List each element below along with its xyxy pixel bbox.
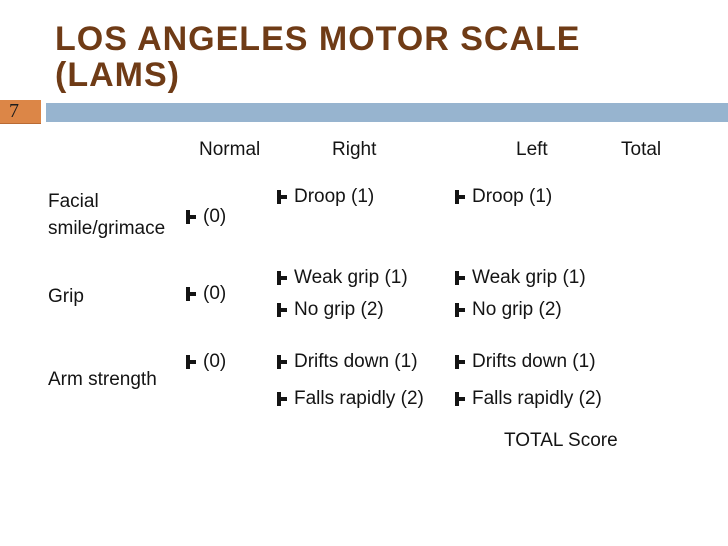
checkbox-tack-icon [277, 303, 287, 317]
row-label-arm-strength: Arm strength [48, 369, 157, 390]
option-label: (0) [203, 283, 227, 304]
option-label: (0) [203, 351, 227, 372]
cell-grip-right-weak: Weak grip (1) [277, 267, 408, 289]
page-number-tab: 7 [0, 100, 41, 123]
option-label: Weak grip (1) [294, 267, 408, 288]
cell-facial-right-droop: Droop (1) [277, 186, 374, 208]
option-label: No grip (2) [294, 299, 384, 320]
column-header-left: Left [516, 139, 548, 160]
page-number: 7 [9, 100, 19, 122]
accent-bar [46, 103, 728, 122]
column-header-total: Total [621, 139, 662, 160]
cell-grip-left-nogrip: No grip (2) [455, 299, 562, 321]
option-label: Drifts down (1) [472, 351, 596, 372]
option-label: Drifts down (1) [294, 351, 418, 372]
checkbox-tack-icon [186, 210, 196, 224]
option-label: No grip (2) [472, 299, 562, 320]
checkbox-tack-icon [186, 355, 196, 369]
option-label: Falls rapidly (2) [472, 388, 602, 409]
cell-arm-right-drifts: Drifts down (1) [277, 351, 418, 373]
row-label-facial: Facial smile/grimace [48, 191, 166, 239]
cell-grip-normal: (0) [186, 283, 226, 305]
checkbox-tack-icon [186, 287, 196, 301]
cell-arm-left-falls: Falls rapidly (2) [455, 388, 602, 410]
option-label: Droop (1) [294, 186, 375, 207]
cell-arm-right-falls: Falls rapidly (2) [277, 388, 424, 410]
slide-title-line2: (LAMS) [55, 56, 180, 94]
checkbox-tack-icon [455, 303, 465, 317]
cell-facial-normal: (0) [186, 206, 226, 228]
checkbox-tack-icon [455, 190, 465, 204]
option-label: Droop (1) [472, 186, 553, 207]
cell-arm-left-drifts: Drifts down (1) [455, 351, 596, 373]
option-label: (0) [203, 206, 227, 227]
slide-title-line1: LOS ANGELES MOTOR SCALE [55, 20, 581, 58]
slide-title: LOS ANGELES MOTOR SCALE (LAMS) [55, 21, 580, 93]
column-header-right: Right [332, 139, 377, 160]
checkbox-tack-icon [277, 392, 287, 406]
total-score-label: TOTAL Score [504, 430, 618, 451]
checkbox-tack-icon [277, 271, 287, 285]
row-label-grip: Grip [48, 286, 84, 307]
cell-grip-left-weak: Weak grip (1) [455, 267, 586, 289]
option-label: Weak grip (1) [472, 267, 586, 288]
cell-facial-left-droop: Droop (1) [455, 186, 552, 208]
cell-arm-normal: (0) [186, 351, 226, 373]
cell-grip-right-nogrip: No grip (2) [277, 299, 384, 321]
column-header-normal: Normal [199, 139, 261, 160]
checkbox-tack-icon [277, 355, 287, 369]
checkbox-tack-icon [455, 355, 465, 369]
checkbox-tack-icon [455, 392, 465, 406]
checkbox-tack-icon [277, 190, 287, 204]
option-label: Falls rapidly (2) [294, 388, 424, 409]
checkbox-tack-icon [455, 271, 465, 285]
